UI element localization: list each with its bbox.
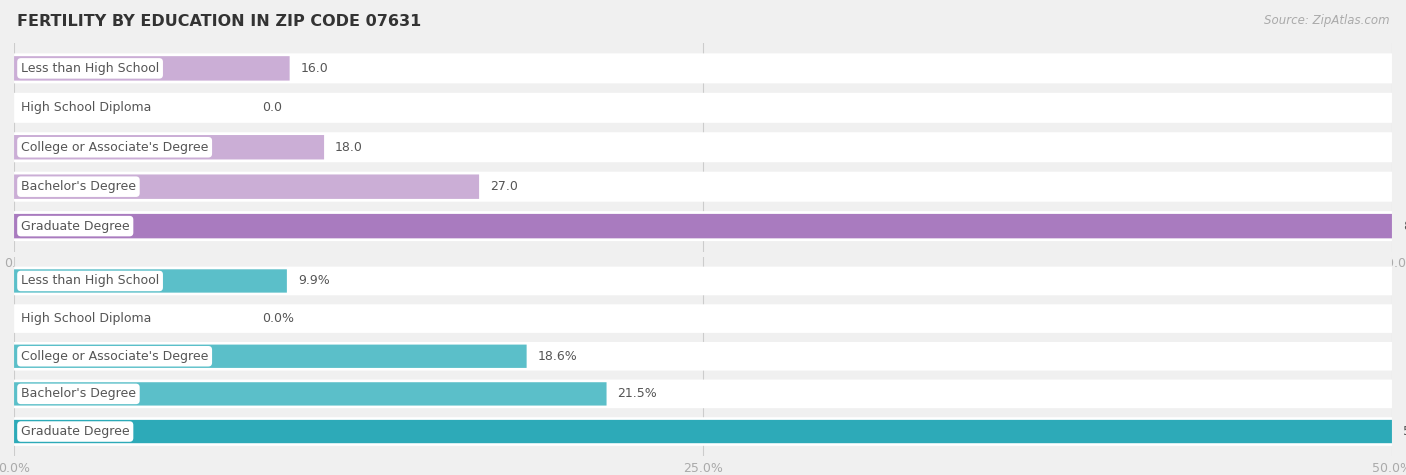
FancyBboxPatch shape xyxy=(14,214,1392,238)
Text: Bachelor's Degree: Bachelor's Degree xyxy=(21,180,136,193)
Text: 0.0%: 0.0% xyxy=(262,312,294,325)
FancyBboxPatch shape xyxy=(14,344,527,368)
Text: Graduate Degree: Graduate Degree xyxy=(21,425,129,438)
Text: High School Diploma: High School Diploma xyxy=(21,312,152,325)
FancyBboxPatch shape xyxy=(14,342,1392,370)
Text: College or Associate's Degree: College or Associate's Degree xyxy=(21,141,208,154)
Text: College or Associate's Degree: College or Associate's Degree xyxy=(21,350,208,363)
FancyBboxPatch shape xyxy=(14,93,1392,123)
FancyBboxPatch shape xyxy=(14,266,1392,295)
Text: 27.0: 27.0 xyxy=(491,180,517,193)
Text: High School Diploma: High School Diploma xyxy=(21,101,152,114)
Text: Source: ZipAtlas.com: Source: ZipAtlas.com xyxy=(1264,14,1389,27)
FancyBboxPatch shape xyxy=(14,211,1392,241)
FancyBboxPatch shape xyxy=(14,380,1392,408)
Text: 50.0%: 50.0% xyxy=(1403,425,1406,438)
Text: 9.9%: 9.9% xyxy=(298,275,329,287)
Text: 80.0: 80.0 xyxy=(1403,219,1406,233)
Text: 21.5%: 21.5% xyxy=(617,388,658,400)
Text: Less than High School: Less than High School xyxy=(21,275,159,287)
FancyBboxPatch shape xyxy=(14,135,325,160)
FancyBboxPatch shape xyxy=(14,420,1392,443)
Text: 0.0: 0.0 xyxy=(262,101,283,114)
FancyBboxPatch shape xyxy=(14,171,1392,202)
FancyBboxPatch shape xyxy=(14,269,287,293)
FancyBboxPatch shape xyxy=(14,132,1392,162)
Text: 18.6%: 18.6% xyxy=(537,350,578,363)
Text: 16.0: 16.0 xyxy=(301,62,329,75)
Text: Bachelor's Degree: Bachelor's Degree xyxy=(21,388,136,400)
FancyBboxPatch shape xyxy=(14,417,1392,446)
Text: FERTILITY BY EDUCATION IN ZIP CODE 07631: FERTILITY BY EDUCATION IN ZIP CODE 07631 xyxy=(17,14,422,29)
FancyBboxPatch shape xyxy=(14,304,1392,333)
FancyBboxPatch shape xyxy=(14,174,479,199)
FancyBboxPatch shape xyxy=(14,56,290,81)
Text: 18.0: 18.0 xyxy=(335,141,363,154)
Text: Less than High School: Less than High School xyxy=(21,62,159,75)
FancyBboxPatch shape xyxy=(14,382,606,406)
Text: Graduate Degree: Graduate Degree xyxy=(21,219,129,233)
FancyBboxPatch shape xyxy=(14,53,1392,84)
